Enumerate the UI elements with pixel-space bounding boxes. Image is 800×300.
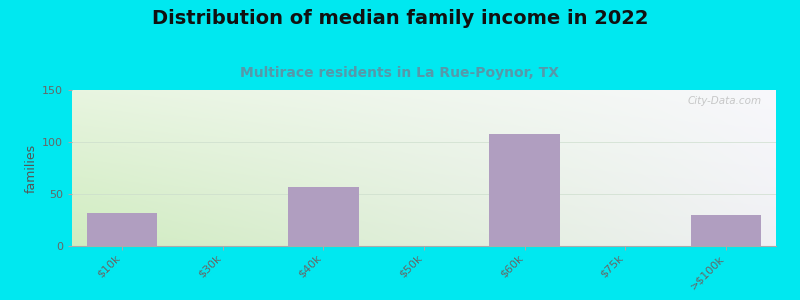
Bar: [490, 134, 560, 246]
Bar: [288, 187, 358, 246]
Text: City-Data.com: City-Data.com: [688, 96, 762, 106]
Text: Distribution of median family income in 2022: Distribution of median family income in …: [152, 9, 648, 28]
Bar: [690, 215, 761, 246]
Bar: [87, 213, 158, 246]
Text: Multirace residents in La Rue-Poynor, TX: Multirace residents in La Rue-Poynor, TX: [241, 66, 559, 80]
Y-axis label: families: families: [25, 143, 38, 193]
